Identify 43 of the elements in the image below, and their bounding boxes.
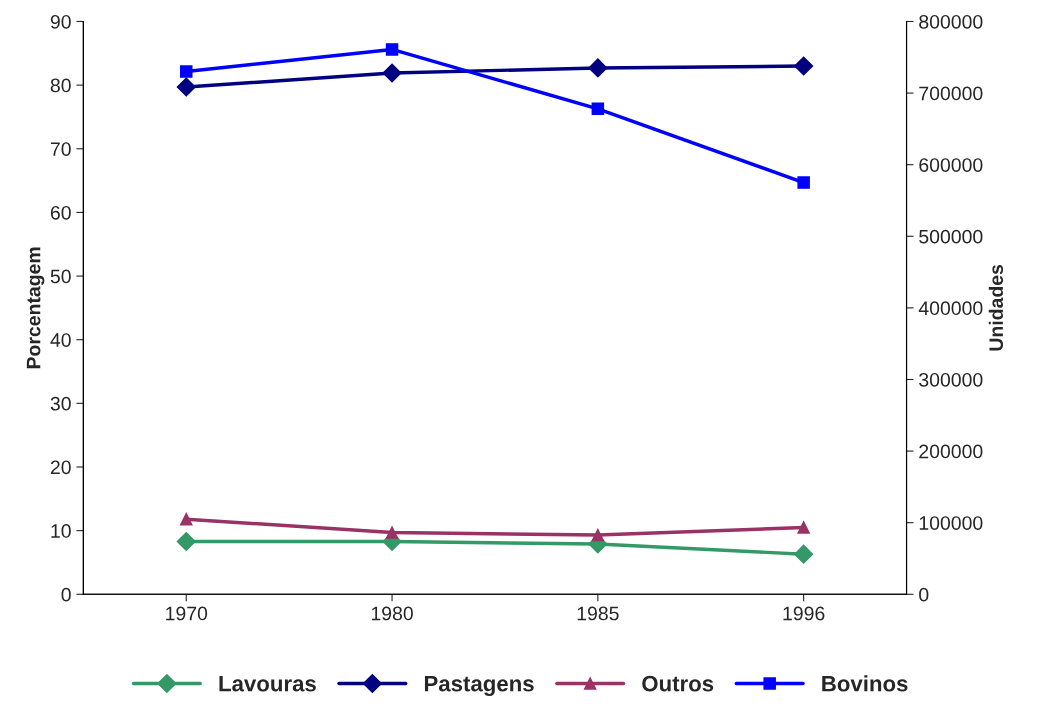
- y2-tick-label: 200000: [919, 444, 983, 459]
- legend-label: Lavouras: [219, 676, 316, 692]
- y2-tick-label: 300000: [919, 372, 983, 387]
- y-tick-label: 0: [61, 587, 71, 602]
- y2-tick-label: 400000: [918, 301, 983, 316]
- point: [797, 176, 810, 189]
- point: [794, 56, 814, 76]
- y2-axis-title: Unidades: [988, 264, 1004, 351]
- y2-tick-label: 600000: [919, 158, 983, 172]
- point: [797, 521, 810, 534]
- y-tick-label: 30: [50, 396, 71, 411]
- x-tick-label: 1970: [166, 606, 208, 621]
- point: [591, 102, 605, 116]
- point: [385, 526, 399, 539]
- legend-label: Pastagens: [424, 676, 534, 696]
- y-tick-label: 80: [50, 78, 71, 93]
- y-tick-label: 20: [50, 460, 71, 475]
- y-axis-title: Porcentagem: [26, 247, 45, 369]
- legend-label: Outros: [642, 675, 714, 692]
- point: [588, 58, 608, 78]
- y2-tick-label: 500000: [919, 229, 983, 244]
- y-tick-label: 50: [50, 269, 71, 284]
- point: [385, 43, 399, 56]
- x-tick-label: 1985: [577, 606, 619, 621]
- point: [382, 63, 402, 83]
- point: [176, 531, 196, 551]
- y2-tick-label: 700000: [919, 86, 983, 101]
- point: [794, 544, 814, 564]
- y2-tick-label: 100000: [919, 516, 983, 530]
- y-tick-label: 60: [50, 205, 71, 220]
- y-tick-label: 70: [50, 142, 71, 157]
- point: [591, 528, 605, 542]
- y2-tick-label: 0: [919, 587, 929, 602]
- point: [176, 77, 196, 97]
- y2-tick-label: 800000: [919, 14, 983, 29]
- x-tick-label: 1996: [783, 606, 825, 621]
- y-tick-label: 10: [51, 524, 71, 538]
- x-tick-label: 1980: [371, 606, 413, 621]
- legend-label: Bovinos: [822, 675, 908, 692]
- y-tick-label: 40: [50, 333, 71, 347]
- point: [180, 512, 193, 526]
- y-tick-label: 90: [50, 14, 71, 29]
- point: [180, 65, 193, 78]
